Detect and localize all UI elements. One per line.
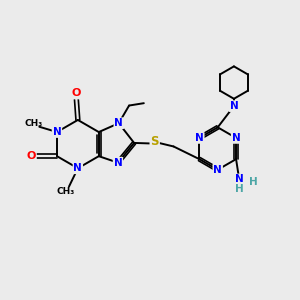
Text: H: H [235,184,243,194]
Text: N: N [113,158,122,168]
Text: N: N [213,165,222,175]
Text: H: H [249,177,258,187]
Text: S: S [151,135,159,148]
Text: N: N [74,163,82,173]
Text: N: N [52,127,61,137]
Text: O: O [72,88,81,98]
Text: CH₃: CH₃ [56,187,75,196]
Text: N: N [232,133,241,143]
Text: N: N [230,101,238,111]
Text: N: N [195,133,204,143]
Text: O: O [26,151,36,161]
Text: N: N [114,118,123,128]
Text: N: N [235,174,244,184]
Text: CH₃: CH₃ [25,119,43,128]
